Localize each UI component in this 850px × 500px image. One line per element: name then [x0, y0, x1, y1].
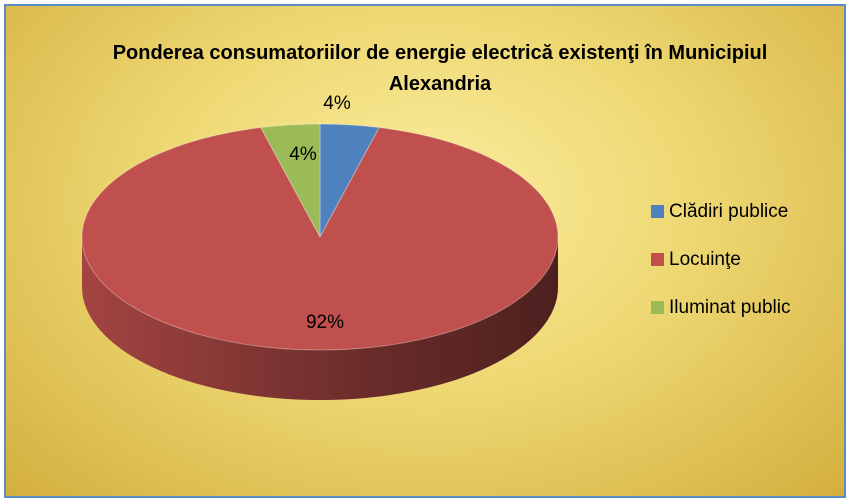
legend-label: Iluminat public	[669, 297, 790, 318]
chart-title: Ponderea consumatoriilor de energie elec…	[112, 42, 768, 95]
data-label: 4%	[323, 93, 351, 114]
legend-label: Locuinţe	[669, 249, 741, 270]
legend-swatch	[651, 205, 664, 218]
legend-label: Clădiri publice	[669, 201, 788, 222]
slice	[319, 123, 380, 238]
slice	[260, 123, 321, 238]
slice-side-shade	[82, 237, 558, 400]
legend-swatch	[651, 253, 664, 266]
data-label: 4%	[289, 144, 317, 165]
data-label: 92%	[306, 312, 344, 333]
legend-swatch	[651, 301, 664, 314]
slice	[81, 127, 559, 351]
